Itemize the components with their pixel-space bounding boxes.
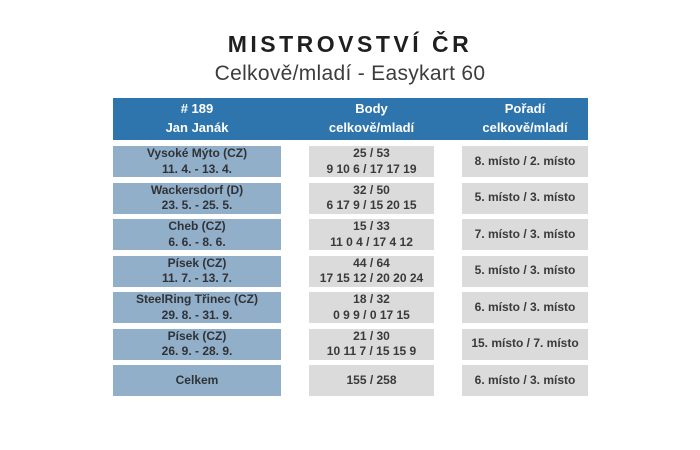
header-points-cell: Body celkově/mladí — [309, 100, 434, 138]
rank-value: 6. místo / 3. místo — [474, 299, 576, 314]
event-name: Cheb (CZ) — [168, 219, 226, 234]
table-row: Celkem 155 / 258 6. místo / 3. místo — [113, 365, 588, 396]
points-total: 155 / 258 — [346, 372, 397, 387]
rank-cell: 7. místo / 3. místo — [462, 219, 588, 250]
points-detail: 10 11 7 / 15 15 9 — [326, 344, 417, 358]
points-total: 32 / 50 — [353, 182, 390, 197]
points-total: 44 / 64 — [353, 255, 390, 270]
rank-value: 6. místo / 3. místo — [474, 372, 576, 387]
points-total: 15 / 33 — [353, 219, 390, 234]
points-detail: 17 15 12 / 20 20 24 — [319, 271, 424, 285]
rank-cell: 6. místo / 3. místo — [462, 292, 588, 323]
table-row: Cheb (CZ) 6. 6. - 8. 6. 15 / 33 11 0 4 /… — [113, 219, 588, 250]
points-cell: 32 / 50 6 17 9 / 15 20 15 — [309, 182, 434, 214]
driver-name: Jan Janák — [165, 120, 229, 135]
points-detail: 6 17 9 / 15 20 15 — [326, 198, 417, 212]
points-cell: 44 / 64 17 15 12 / 20 20 24 — [309, 255, 434, 287]
rank-column-sublabel: celkově/mladí — [482, 120, 568, 135]
event-dates: 29. 8. - 31. 9. — [161, 307, 233, 322]
rank-value: 15. místo / 7. místo — [471, 336, 579, 351]
points-detail: 0 9 9 / 0 17 15 — [333, 307, 410, 322]
table-row: SteelRing Třinec (CZ) 29. 8. - 31. 9. 18… — [113, 292, 588, 323]
event-cell: SteelRing Třinec (CZ) 29. 8. - 31. 9. — [113, 292, 281, 323]
event-cell: Písek (CZ) 26. 9. - 28. 9. — [113, 328, 281, 360]
table-row: Vysoké Mýto (CZ) 11. 4. - 13. 4. 25 / 53… — [113, 146, 588, 177]
event-cell: Cheb (CZ) 6. 6. - 8. 6. — [113, 219, 281, 250]
table-row: Písek (CZ) 26. 9. - 28. 9. 21 / 30 10 11… — [113, 328, 588, 360]
event-name: Celkem — [175, 372, 219, 387]
event-dates: 11. 7. - 13. 7. — [161, 271, 233, 285]
event-cell: Celkem — [113, 365, 281, 396]
event-dates: 6. 6. - 8. 6. — [168, 234, 226, 249]
points-column-sublabel: celkově/mladí — [328, 120, 415, 135]
rank-value: 5. místo / 3. místo — [474, 190, 576, 205]
table-header: # 189 Jan Janák Body celkově/mladí Pořad… — [113, 98, 588, 140]
header-rank-cell: Pořadí celkově/mladí — [462, 100, 588, 138]
rank-value: 8. místo / 2. místo — [474, 153, 576, 168]
rank-cell: 8. místo / 2. místo — [462, 146, 588, 177]
event-name: Písek (CZ) — [167, 255, 227, 270]
event-dates: 11. 4. - 13. 4. — [161, 161, 233, 176]
rank-value: 5. místo / 3. místo — [474, 263, 576, 278]
points-cell: 155 / 258 — [309, 365, 434, 396]
rank-value: 7. místo / 3. místo — [474, 226, 576, 241]
page-title: MISTROVSTVÍ ČR — [227, 31, 473, 57]
event-dates: 26. 9. - 28. 9. — [161, 344, 233, 358]
rank-cell: 5. místo / 3. místo — [462, 255, 588, 287]
table-row: Wackersdorf (D) 23. 5. - 25. 5. 32 / 50 … — [113, 182, 588, 214]
points-total: 21 / 30 — [353, 328, 390, 343]
rank-cell: 5. místo / 3. místo — [462, 182, 588, 214]
event-name: Vysoké Mýto (CZ) — [146, 146, 248, 161]
event-dates: 23. 5. - 25. 5. — [161, 198, 233, 212]
table-row: Písek (CZ) 11. 7. - 13. 7. 44 / 64 17 15… — [113, 255, 588, 287]
event-cell: Wackersdorf (D) 23. 5. - 25. 5. — [113, 182, 281, 214]
points-cell: 15 / 33 11 0 4 / 17 4 12 — [309, 219, 434, 250]
points-detail: 11 0 4 / 17 4 12 — [330, 234, 413, 249]
points-cell: 21 / 30 10 11 7 / 15 15 9 — [309, 328, 434, 360]
results-table: # 189 Jan Janák Body celkově/mladí Pořad… — [113, 98, 588, 396]
event-name: Písek (CZ) — [167, 328, 227, 343]
event-cell: Vysoké Mýto (CZ) 11. 4. - 13. 4. — [113, 146, 281, 177]
rank-column-label: Pořadí — [504, 101, 546, 117]
points-detail: 9 10 6 / 17 17 19 — [326, 161, 417, 176]
rank-cell: 15. místo / 7. místo — [462, 328, 588, 360]
event-name: Wackersdorf (D) — [150, 182, 244, 197]
page-subtitle: Celkově/mladí - Easykart 60 — [214, 62, 486, 85]
header-driver-cell: # 189 Jan Janák — [113, 100, 281, 138]
event-cell: Písek (CZ) 11. 7. - 13. 7. — [113, 255, 281, 287]
points-cell: 18 / 32 0 9 9 / 0 17 15 — [309, 292, 434, 323]
driver-number: # 189 — [180, 101, 214, 117]
points-total: 25 / 53 — [353, 146, 390, 161]
rank-cell: 6. místo / 3. místo — [462, 365, 588, 396]
table-body: Vysoké Mýto (CZ) 11. 4. - 13. 4. 25 / 53… — [113, 146, 588, 396]
points-total: 18 / 32 — [353, 292, 390, 307]
points-column-label: Body — [355, 101, 388, 117]
event-name: SteelRing Třinec (CZ) — [135, 292, 258, 307]
points-cell: 25 / 53 9 10 6 / 17 17 19 — [309, 146, 434, 177]
